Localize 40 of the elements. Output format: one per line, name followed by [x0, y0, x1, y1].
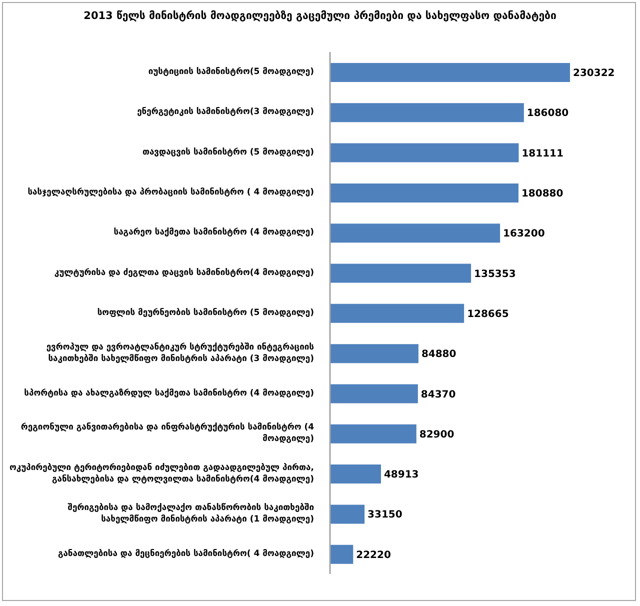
- data-label: 84880: [421, 349, 456, 360]
- bar: [330, 344, 418, 364]
- bar: [330, 183, 518, 202]
- bar: [330, 264, 472, 283]
- data-label: 186080: [526, 108, 569, 120]
- y-tick-label: შერიგებისა და სამოქალაქო თანასწორობის საკითხებში სახელმწიფო მინისტრის აპარატი (1 მოადგილე): [68, 502, 314, 525]
- data-label: 33150: [368, 510, 402, 521]
- y-tick-label: რეგიონული განვითარებისა და ინფრასტრუქტურის სამინისტრო (4 მოადგილე): [20, 422, 314, 444]
- bar: [330, 384, 418, 404]
- y-tick-label: სპორტისა და ახალგაზრდულ საქმეთა სამინისტრო (4 მოადგილე): [24, 387, 314, 398]
- data-label: 128665: [467, 308, 509, 320]
- bar: [330, 544, 354, 564]
- y-tick-label: თავდაცვის სამინისტრო (5 მოადგილე): [142, 146, 314, 158]
- data-label: 84370: [420, 389, 456, 400]
- data-label: 82900: [419, 429, 454, 440]
- y-tick-label: სასჯელაღსრულებისა და პრობაციის სამინისტრო ( 4 მოადგილე): [28, 186, 314, 198]
- data-label: 163200: [503, 228, 545, 240]
- y-tick-label: ენერგეტიკის სამინისტრო(3 მოადგილე): [137, 106, 314, 118]
- bar: [330, 464, 381, 484]
- y-tick-label: საგარეო საქმეთა სამინისტრო (4 მოადგილე): [114, 226, 314, 238]
- bar: [330, 304, 464, 323]
- data-label: 22220: [356, 550, 391, 561]
- data-label: 135353: [474, 268, 516, 280]
- bar: [330, 143, 519, 162]
- bar: [330, 63, 570, 82]
- y-tick-label: ოკუპირებული ტერიტორიებიდან იძულებით გადაადგილებულ პირთა, განსახლებისა და ლტოლვილთა სამინისტრო(4 მოადგილე): [9, 462, 314, 484]
- data-label: 181111: [522, 148, 564, 160]
- y-tick-label: სოფლის მეურნეობის სამინისტრო (5 მოადგილე): [97, 307, 314, 318]
- data-label: 48913: [384, 470, 419, 481]
- data-label: 180880: [521, 188, 564, 200]
- chart-title: 2013 წელს მინისტრის მოადგილეებზე გაცემული პრემიები და სახელფასო დანამატები: [82, 10, 558, 22]
- data-label: 230322: [573, 68, 615, 80]
- bar: [330, 424, 416, 444]
- y-tick-label: იუსტიციის სამინისტრო(5 მოადგილე): [148, 66, 314, 78]
- y-tick-label: ევროპულ და ევროატლანტიკურ სტრუქტურებში ინტეგრაციის საკითხებში სახელმწიფო მინისტრის აპარატი (3 მოადგილე): [46, 341, 314, 364]
- bar: [330, 103, 524, 122]
- bar: [330, 504, 365, 524]
- y-tick-label: კულტურისა და ძეგლთა დაცვის სამინისტრო(4 მოადგილე): [54, 266, 314, 278]
- bar: [330, 224, 500, 243]
- y-tick-label: განათლებისა და მეცნიერების სამინისტრო( 4 მოადგილე): [58, 548, 314, 559]
